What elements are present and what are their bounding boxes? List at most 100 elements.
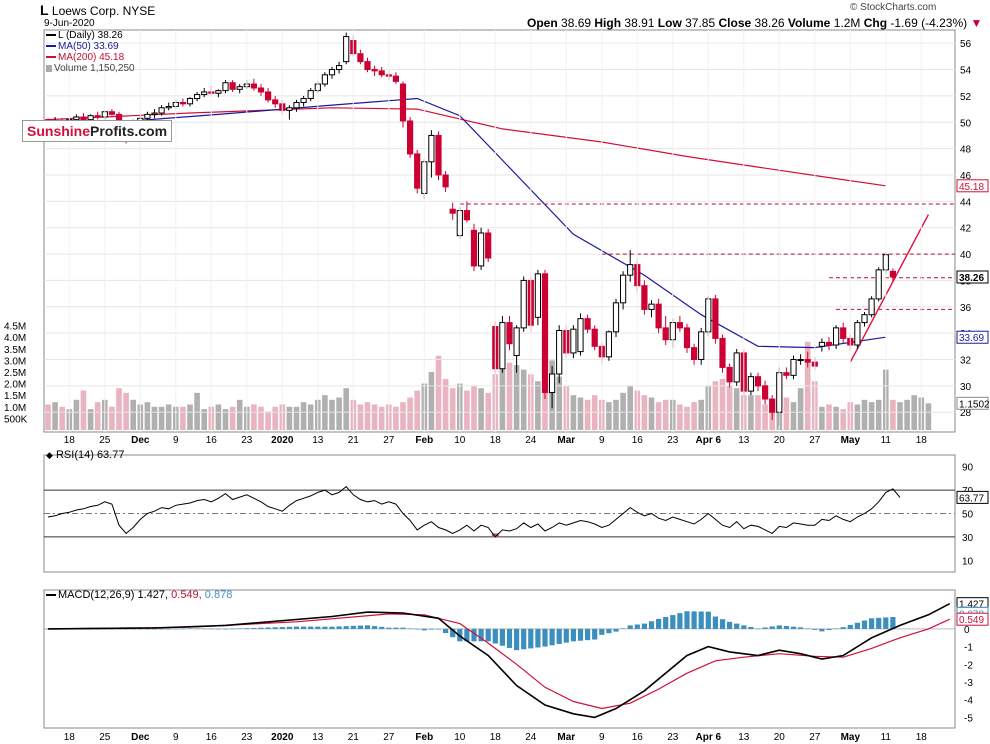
volume-bar — [620, 392, 626, 430]
volume-bar — [925, 403, 932, 430]
volume-bar — [648, 397, 655, 430]
macd-histogram-bar — [698, 611, 704, 629]
x-tick-label: 13 — [738, 435, 750, 446]
candle-body — [889, 270, 896, 278]
volume-bar — [662, 399, 669, 430]
macd-histogram-bar — [783, 626, 789, 629]
price-tick-label: 28 — [960, 408, 972, 419]
macd-histogram-bar — [244, 628, 250, 629]
macd-histogram-bar — [705, 611, 711, 629]
x-tick-label: Mar — [557, 435, 575, 446]
candle-body — [399, 83, 407, 122]
macd-histogram-bar — [343, 626, 349, 629]
candle-body — [158, 107, 165, 114]
macd-histogram-bar — [173, 628, 179, 630]
macd-histogram-bar — [542, 628, 548, 647]
volume-bar — [506, 362, 513, 430]
macd-histogram-bar — [137, 628, 143, 630]
macd-histogram-bar — [648, 621, 655, 629]
macd-histogram-bar — [556, 628, 562, 644]
volume-bar — [236, 399, 243, 430]
x-tick-label-bottom: 27 — [809, 732, 821, 743]
volume-bar — [94, 402, 101, 430]
macd-histogram-bar — [471, 628, 477, 642]
volume-bar — [371, 404, 378, 430]
macd-histogram-bar — [634, 624, 640, 629]
macd-histogram-bar — [464, 628, 470, 642]
candle-body — [286, 107, 293, 111]
legend-macd-hist: 0.878 — [204, 589, 233, 601]
legend-volume-label: Volume 1,150,250 — [54, 63, 135, 74]
x-tick-label-bottom: May — [841, 732, 861, 743]
candle-body — [336, 65, 343, 71]
macd-histogram-bar — [372, 626, 378, 629]
volume-tick-label: 2.0M — [4, 380, 26, 391]
volume-bar — [442, 378, 449, 430]
x-tick-label: 27 — [809, 435, 821, 446]
rsi-tick-label: 50 — [962, 510, 974, 521]
macd-histogram-bar — [869, 618, 875, 629]
candle-body — [804, 359, 811, 363]
open-value: 38.69 — [561, 16, 592, 30]
candle-body — [612, 302, 620, 333]
rsi-marker-icon: ◆ — [46, 450, 53, 460]
legend-macd-value: 1.427, — [137, 589, 169, 601]
volume-bar — [343, 388, 349, 430]
candle-body — [747, 376, 754, 392]
macd-histogram-bar — [585, 628, 591, 641]
volume-bar — [861, 399, 868, 430]
macd-histogram-bar — [379, 626, 385, 629]
legend-ma50: MA(50) 33.69 — [46, 41, 119, 52]
x-tick-label: 21 — [348, 435, 360, 446]
macd-histogram-bar — [663, 616, 669, 629]
macd-tick-label: -2 — [964, 660, 973, 671]
candle-body — [499, 322, 506, 370]
candle-body — [641, 285, 648, 310]
x-tick-label-bottom: 25 — [99, 732, 111, 743]
macd-histogram-bar — [251, 627, 257, 629]
candle-body — [108, 111, 116, 115]
macd-histogram-bar — [727, 621, 733, 629]
rsi-tick-label: 30 — [962, 533, 974, 544]
legend-volume: Volume 1,150,250 — [46, 63, 135, 74]
macd-histogram-bar — [265, 627, 271, 629]
x-tick-label-bottom: 16 — [632, 732, 644, 743]
volume-bar — [80, 390, 87, 430]
price-tick-label: 48 — [960, 145, 972, 156]
volume-bar — [897, 402, 903, 430]
macd-histogram-bar — [712, 616, 718, 629]
x-tick-label-bottom: Dec — [131, 732, 150, 743]
x-tick-label: 23 — [667, 435, 679, 446]
volume-bar — [449, 388, 456, 430]
macd-histogram-bar — [592, 628, 598, 640]
macd-histogram-bar — [691, 611, 697, 629]
x-tick-label-bottom: 16 — [206, 732, 218, 743]
macd-right-label: 1.427 — [959, 600, 984, 611]
ma50-line — [47, 97, 886, 349]
volume-bar — [471, 385, 477, 430]
volume-bar — [378, 406, 385, 430]
volume-bar — [698, 399, 704, 430]
macd-histogram-bar — [230, 628, 236, 630]
volume-bar — [712, 381, 719, 430]
chg-value: -1.69 (-4.23%) — [890, 16, 968, 30]
x-tick-label: Apr 6 — [696, 435, 722, 446]
x-tick-label: 9 — [599, 435, 605, 446]
candle-body — [534, 273, 541, 318]
volume-bar — [875, 399, 882, 430]
macd-histogram-bar — [741, 625, 747, 629]
macd-histogram-bar — [840, 627, 846, 629]
volume-bar — [265, 411, 271, 430]
price-right-label: 33.69 — [959, 333, 984, 344]
x-tick-label-bottom: 18 — [64, 732, 76, 743]
macd-histogram-bar — [386, 627, 392, 629]
x-tick-label-bottom: 13 — [738, 732, 750, 743]
macd-histogram-bar — [620, 628, 626, 629]
volume-bar — [435, 355, 442, 430]
macd-histogram-bar — [521, 628, 527, 650]
macd-histogram-bar — [215, 628, 221, 630]
x-tick-label: Feb — [415, 435, 433, 446]
price-tick-label: 52 — [960, 92, 972, 103]
x-tick-label: 2020 — [271, 435, 294, 446]
